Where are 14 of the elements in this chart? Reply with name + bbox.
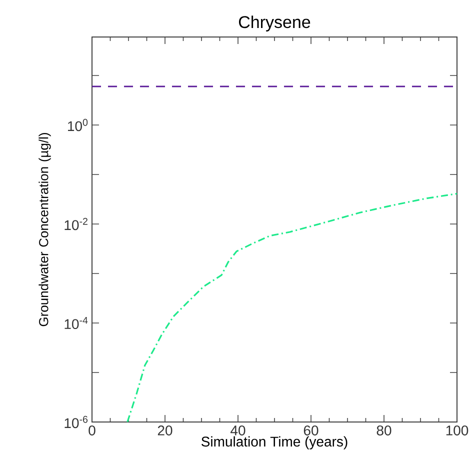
x-tick-label: 0 — [88, 426, 96, 436]
x-tick-label: 60 — [304, 426, 318, 436]
y-tick-label: 10$^{0}$ — [68, 118, 88, 132]
chart-title: Chrysene — [238, 16, 310, 32]
y-axis-title: Groundwater Concentration (µg/l) — [38, 133, 51, 326]
x-axis-title: Simulation Time (years) — [201, 436, 348, 450]
x-tick-label: 40 — [230, 426, 246, 436]
line-series — [126, 192, 457, 422]
y-tick-label: 10$^{-2}$ — [64, 218, 88, 230]
x-tick-label: 20 — [158, 426, 172, 436]
y-tick-label: 10$^{-4}$ — [64, 316, 88, 330]
x-tick-label: 80 — [376, 426, 392, 436]
x-tick-label: 100 — [446, 426, 468, 436]
y-tick-label: 10$^{-6}$ — [64, 416, 88, 428]
